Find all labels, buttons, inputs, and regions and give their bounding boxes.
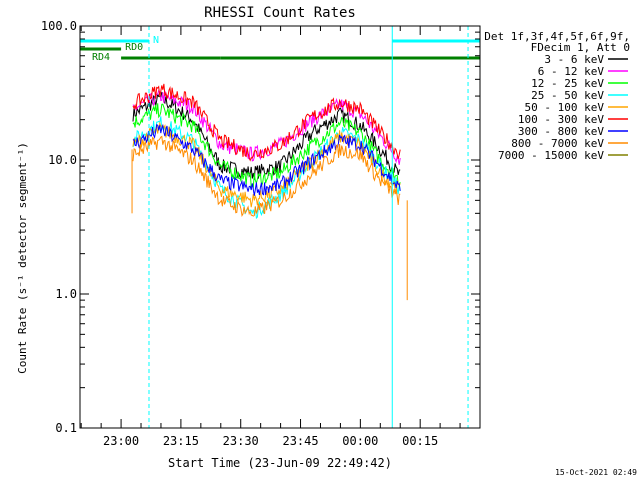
legend-label-0: 3 - 6 keV <box>544 53 604 66</box>
legend-label-4: 50 - 100 keV <box>525 101 605 114</box>
plot-frame <box>79 25 481 429</box>
interval-label-rd4: RD4 <box>92 52 110 63</box>
legend-label-2: 12 - 25 keV <box>531 77 604 90</box>
x-tick-label: 23:15 <box>163 434 199 448</box>
series-line-7 <box>132 135 401 218</box>
legend-label-7: 800 - 7000 keV <box>511 137 604 150</box>
interval-label-n: N <box>153 35 159 46</box>
series-line-3 <box>132 116 401 220</box>
footer-date: 15-Oct-2021 02:49 <box>555 468 637 477</box>
x-tick-label: 00:15 <box>402 434 438 448</box>
x-tick-label: 00:00 <box>342 434 378 448</box>
y-tick-label: 1.0 <box>55 287 77 301</box>
y-tick-label: 10.0 <box>48 153 77 167</box>
legend-label-5: 100 - 300 keV <box>518 113 604 126</box>
series-line-0 <box>132 91 401 180</box>
plot-area: N RD0 RD4 0.1 1.0 10.0 100.0 23:00 23:15 23:30 23:… <box>41 19 481 448</box>
series-line-5 <box>132 83 401 162</box>
legend-title-line-1: Det 1f,3f,4f,5f,6f,9f, <box>484 30 630 43</box>
x-tick-label: 23:00 <box>103 434 139 448</box>
legend-label-8: 7000 - 15000 keV <box>498 149 604 162</box>
series-line-2 <box>132 103 401 190</box>
legend-label-6: 300 - 800 keV <box>518 125 604 138</box>
interval-label-rd0: RD0 <box>125 42 143 53</box>
x-tick-label: 23:30 <box>223 434 259 448</box>
y-tick-label: 0.1 <box>55 421 77 435</box>
y-axis-title: Count Rate (s⁻¹ detector segment⁻¹) <box>16 142 29 374</box>
series-line-6 <box>132 123 401 196</box>
y-tick-label: 100.0 <box>41 19 77 33</box>
chart-title: RHESSI Count Rates <box>204 5 356 21</box>
x-axis-title: Start Time (23-Jun-09 22:49:42) <box>168 456 392 470</box>
legend-title-line-2: FDecim 1, Att 0 <box>531 41 630 54</box>
legend-label-1: 6 - 12 keV <box>538 65 605 78</box>
x-tick-label: 23:45 <box>282 434 318 448</box>
legend-label-3: 25 - 50 keV <box>531 89 604 102</box>
